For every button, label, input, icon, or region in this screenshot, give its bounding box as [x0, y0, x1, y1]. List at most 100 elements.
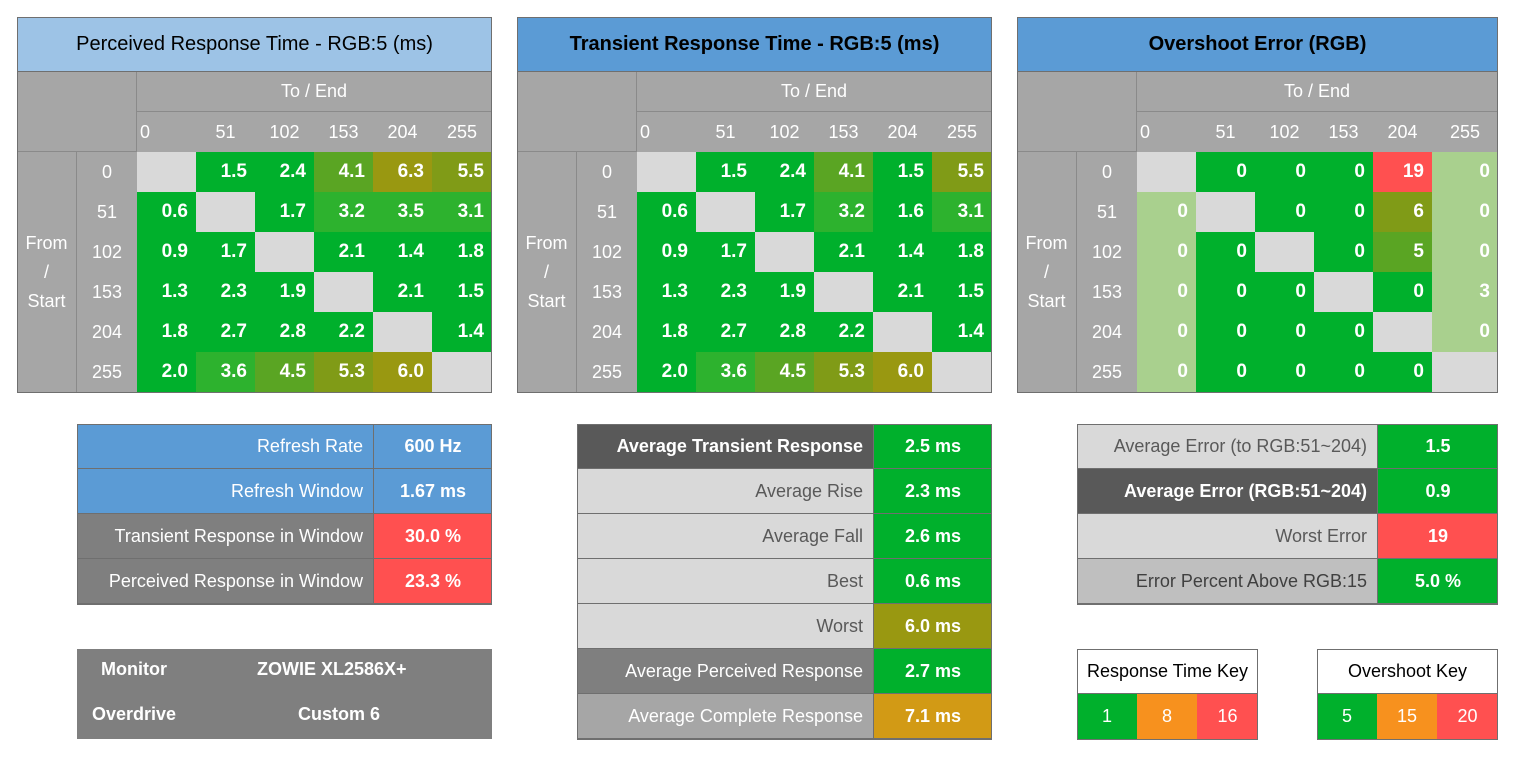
data-cell: 2.0: [637, 352, 696, 392]
stat-label: Perceived Response in Window: [77, 559, 373, 603]
data-cell: 0: [1255, 352, 1314, 392]
diagonal-cell: [932, 352, 992, 392]
from-start-text: From: [1025, 233, 1068, 253]
data-cell: 2.2: [314, 312, 373, 352]
stat-value: 5.0 %: [1377, 559, 1498, 603]
diagonal-cell: [137, 152, 196, 192]
stat-value: 7.1 ms: [873, 694, 992, 738]
stat-row: Worst Error 19: [1077, 514, 1498, 559]
column-header: 204: [373, 112, 432, 152]
diagonal-cell: [1314, 272, 1373, 312]
row-header: 153: [1077, 272, 1137, 312]
diagonal-cell: [432, 352, 492, 392]
data-cell: 0: [1432, 152, 1498, 192]
stat-value: 6.0 ms: [873, 604, 992, 648]
data-cell: 2.7: [196, 312, 255, 352]
response-time-key: Response Time Key 1 8 16: [1077, 649, 1258, 740]
data-cell: 0: [1255, 152, 1314, 192]
row-header: 153: [77, 272, 137, 312]
key-title: Overshoot Key: [1317, 649, 1498, 694]
stat-value: 1.67 ms: [373, 469, 492, 513]
stat-row: Perceived Response in Window 23.3 %: [77, 559, 492, 604]
data-cell: 1.7: [196, 232, 255, 272]
stat-value: 600 Hz: [373, 424, 492, 468]
column-header: 0: [1137, 112, 1196, 152]
data-cell: 0: [1373, 272, 1432, 312]
data-cell: 0: [1196, 312, 1255, 352]
from-start-label: From / Start: [1017, 152, 1077, 393]
from-start-label: From / Start: [517, 152, 577, 393]
row-header: 51: [77, 192, 137, 232]
overshoot-error-matrix: Overshoot Error (RGB) To / End 0 51 102 153 2…: [1017, 17, 1498, 393]
transient-response-matrix: Transient Response Time - RGB:5 (ms) To …: [517, 17, 992, 393]
data-cell: 3.6: [196, 352, 255, 392]
data-cell: 1.6: [873, 192, 932, 232]
window-stats-table: Refresh Rate 600 Hz Refresh Window 1.67 ms T…: [77, 424, 492, 605]
from-start-label: From / Start: [17, 152, 77, 393]
data-cell: 3: [1432, 272, 1498, 312]
data-cell: 3.2: [814, 192, 873, 232]
response-stats-table: Average Transient Response 2.5 ms Average …: [577, 424, 992, 740]
data-cell: 3.6: [696, 352, 755, 392]
stat-row: Transient Response in Window 30.0 %: [77, 514, 492, 559]
data-cell: 2.4: [255, 152, 314, 192]
data-cell: 0: [1314, 232, 1373, 272]
diagonal-cell: [814, 272, 873, 312]
data-cell: 1.8: [637, 312, 696, 352]
data-cell: 1.8: [932, 232, 992, 272]
stat-label: Average Complete Response: [577, 694, 873, 738]
data-cell: 19: [1373, 152, 1432, 192]
stat-label: Average Error (to RGB:51~204): [1077, 424, 1377, 468]
data-cell: 0: [1137, 232, 1196, 272]
stat-value: 1.5: [1377, 424, 1498, 468]
from-start-text: /: [543, 262, 549, 282]
stat-label: Worst: [577, 604, 873, 648]
key-title: Response Time Key: [1077, 649, 1258, 694]
row-header: 255: [77, 352, 137, 392]
data-cell: 1.4: [373, 232, 432, 272]
column-header: 102: [1255, 112, 1314, 152]
column-header: 204: [873, 112, 932, 152]
column-header: 51: [696, 112, 755, 152]
data-cell: 5.3: [314, 352, 373, 392]
stat-value: 19: [1377, 514, 1498, 558]
header-corner: [1017, 72, 1137, 152]
diagonal-cell: [1255, 232, 1314, 272]
data-cell: 5.5: [932, 152, 992, 192]
monitor-label: Monitor: [101, 659, 167, 679]
data-cell: 2.8: [755, 312, 814, 352]
data-cell: 2.4: [755, 152, 814, 192]
diagonal-cell: [255, 232, 314, 272]
data-cell: 6.3: [373, 152, 432, 192]
data-cell: 0.6: [137, 192, 196, 232]
column-header: 0: [637, 112, 696, 152]
diagonal-cell: [755, 232, 814, 272]
stat-value: 0.6 ms: [873, 559, 992, 603]
data-cell: 0: [1255, 312, 1314, 352]
key-swatch: 1: [1077, 694, 1137, 739]
data-cell: 1.9: [755, 272, 814, 312]
data-cell: 1.5: [932, 272, 992, 312]
stat-row: Refresh Rate 600 Hz: [77, 424, 492, 469]
stat-label: Average Fall: [577, 514, 873, 558]
row-header: 102: [577, 232, 637, 272]
data-cell: 0: [1255, 272, 1314, 312]
overdrive-value: Custom 6: [298, 704, 381, 724]
data-cell: 2.2: [814, 312, 873, 352]
data-cell: 1.4: [932, 312, 992, 352]
stat-label: Average Error (RGB:51~204): [1077, 469, 1377, 513]
data-cell: 0: [1255, 192, 1314, 232]
data-cell: 0: [1196, 272, 1255, 312]
from-start-text: /: [1043, 262, 1049, 282]
data-cell: 0: [1314, 352, 1373, 392]
diagonal-cell: [196, 192, 255, 232]
stat-row: Error Percent Above RGB:15 5.0 %: [1077, 559, 1498, 604]
data-cell: 6: [1373, 192, 1432, 232]
stat-value: 2.7 ms: [873, 649, 992, 693]
data-cell: 2.1: [314, 232, 373, 272]
data-cell: 0: [1432, 312, 1498, 352]
data-cell: 0: [1196, 152, 1255, 192]
data-cell: 1.7: [696, 232, 755, 272]
perceived-response-matrix: Perceived Response Time - RGB:5 (ms) To …: [17, 17, 492, 393]
data-cell: 0: [1373, 352, 1432, 392]
